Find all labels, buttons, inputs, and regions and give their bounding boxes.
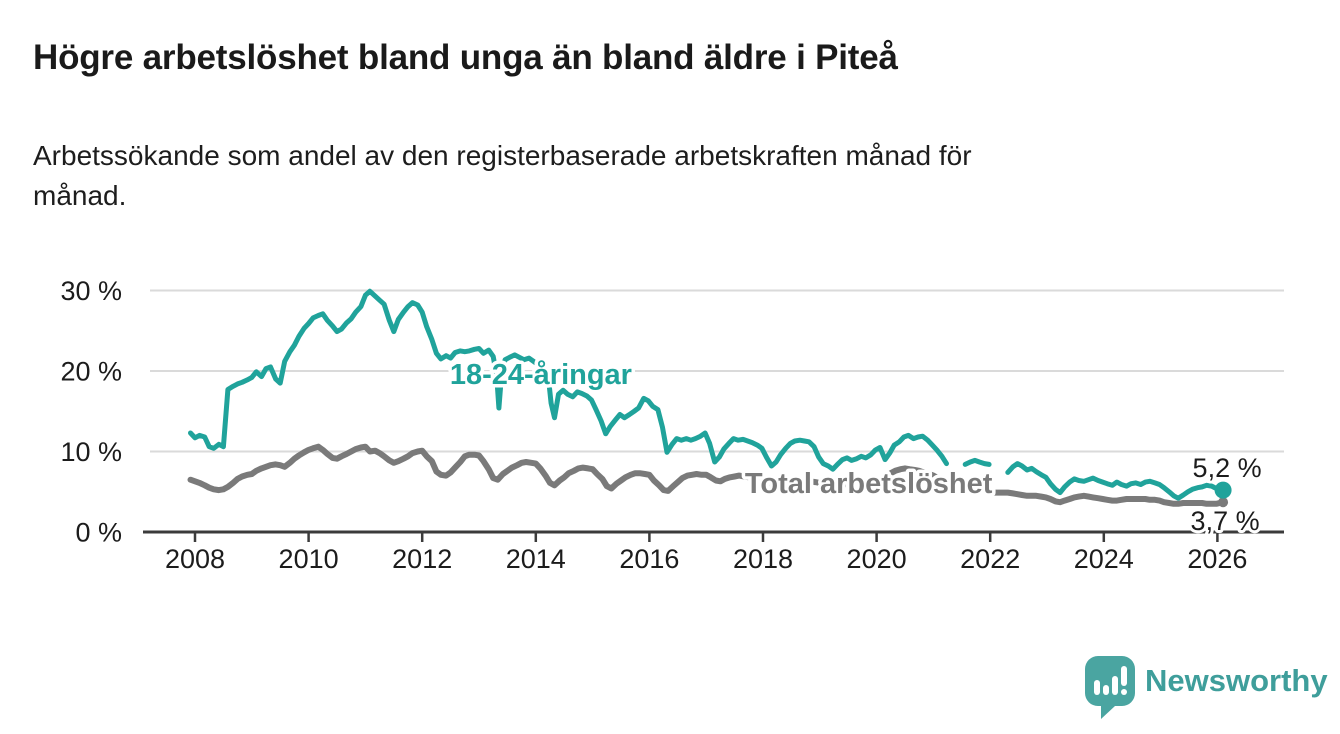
x-axis-tick-label: 2016 <box>619 544 679 574</box>
exclamation-bar <box>1121 666 1127 686</box>
y-axis-tick-label: 0 % <box>75 518 122 548</box>
y-axis-tick-label: 20 % <box>60 357 122 387</box>
subtitle-line-2: månad. <box>33 180 127 211</box>
series-line-total <box>962 484 1227 507</box>
series-line-youth <box>1005 461 1226 501</box>
series-end-dot-total <box>1218 497 1229 508</box>
x-axis-tick-label: 2012 <box>392 544 452 574</box>
series-line-youth <box>188 288 949 472</box>
newsworthy-logo-text: Newsworthy <box>1145 663 1328 698</box>
subtitle-line-1: Arbetssökande som andel av den registerb… <box>33 140 972 171</box>
x-axis-tick-label: 2014 <box>506 544 566 574</box>
x-axis-tick-label: 2024 <box>1074 544 1134 574</box>
x-axis-tick-label: 2020 <box>847 544 907 574</box>
x-axis-tick-label: 2010 <box>279 544 339 574</box>
series-line-youth <box>962 457 992 467</box>
bar-1 <box>1094 680 1100 695</box>
page-title: Högre arbetslöshet bland unga än bland ä… <box>33 38 898 77</box>
bar-3 <box>1112 676 1118 695</box>
end-value-label-youth: 5,2 % <box>1193 453 1262 483</box>
series-label-total: Total arbetslöshet <box>745 468 993 500</box>
series-label-youth: 18-24-åringar <box>450 359 632 391</box>
x-axis-tick-label: 2026 <box>1187 544 1247 574</box>
x-axis-tick-label: 2018 <box>733 544 793 574</box>
end-value-label-total: 3,7 % <box>1191 506 1260 536</box>
x-axis-tick-label: 2008 <box>165 544 225 574</box>
series-end-dot-youth <box>1214 481 1232 499</box>
chart-subtitle: Arbetssökande som andel av den registerb… <box>33 136 1313 216</box>
x-axis-tick-label: 2022 <box>960 544 1020 574</box>
newsworthy-speech-bubble-bar-chart-icon <box>1085 656 1135 719</box>
speech-bubble-shape <box>1085 656 1135 719</box>
newsworthy-logo: Newsworthy <box>1085 656 1328 719</box>
y-axis-tick-label: 10 % <box>60 437 122 467</box>
series-line-total <box>187 443 950 494</box>
y-axis-tick-label: 30 % <box>60 276 122 306</box>
bar-2 <box>1103 685 1109 695</box>
exclamation-dot <box>1121 689 1127 695</box>
